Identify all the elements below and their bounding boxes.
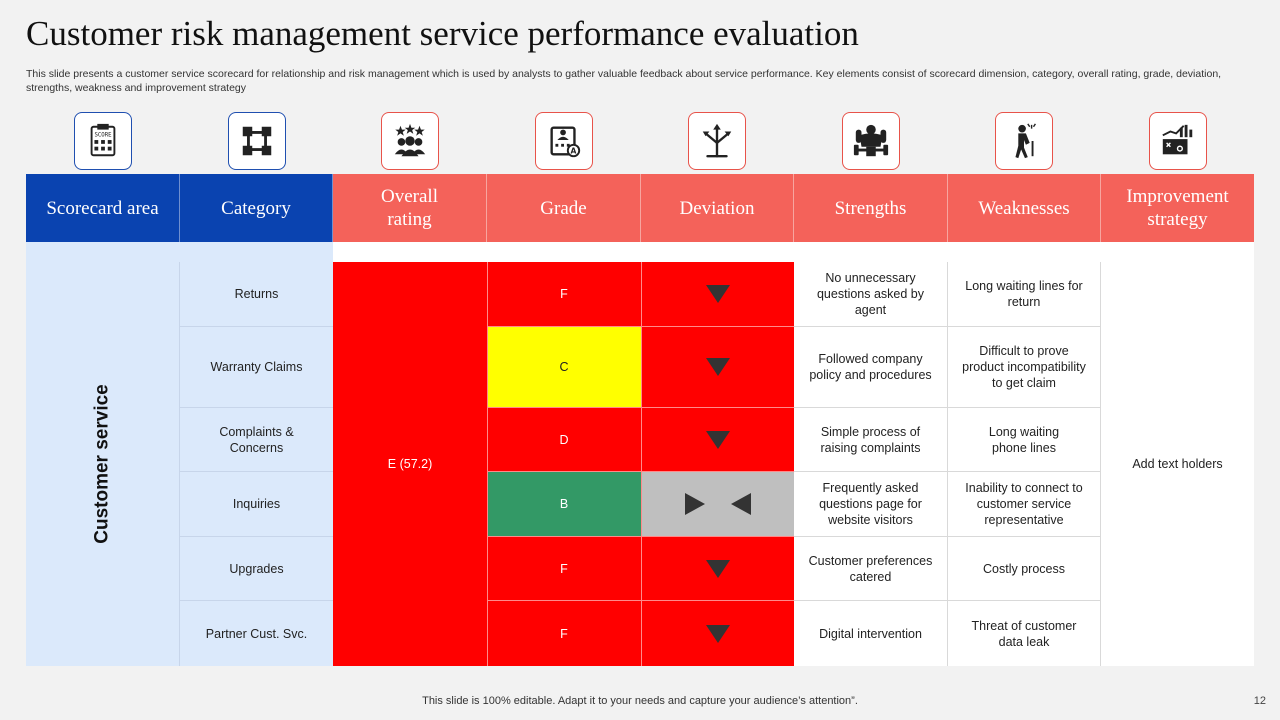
header-category: Category — [180, 174, 333, 242]
down-triangle-icon — [705, 624, 730, 643]
slide-subtitle: This slide presents a customer service s… — [26, 68, 1222, 94]
weakness-cell: Costly process — [948, 537, 1101, 601]
deviation-cell — [641, 601, 794, 666]
header-grade: Grade — [487, 174, 641, 242]
down-triangle-icon — [705, 559, 730, 578]
slide-title: Customer risk management service perform… — [26, 14, 859, 53]
weakness-cell: Long waiting phone lines — [948, 408, 1101, 472]
grade-badge-icon: A — [535, 112, 593, 170]
grade-cell: D — [487, 408, 641, 472]
scorecard-area-label: Customer service — [91, 384, 113, 544]
category-cell: Inquiries — [180, 472, 333, 537]
deviation-arrows-icon — [688, 112, 746, 170]
header-strengths: Strengths — [794, 174, 948, 242]
spacer-strip — [26, 242, 1254, 262]
spacer-strip-blue — [26, 242, 333, 262]
svg-text:A: A — [571, 146, 577, 155]
category-cell: Returns — [180, 262, 333, 327]
header-scorecard-area: Scorecard area — [26, 174, 180, 242]
deviation-cell — [641, 537, 794, 601]
grade-cell: C — [487, 327, 641, 408]
header-improvement-strategy: Improvement strategy — [1101, 174, 1254, 242]
grade-cell: F — [487, 537, 641, 601]
strength-cell: Simple process of raising complaints — [794, 408, 948, 472]
category-cell: Partner Cust. Svc. — [180, 601, 333, 666]
header-deviation: Deviation — [641, 174, 794, 242]
down-triangle-icon — [705, 430, 730, 449]
svg-text:SCORE: SCORE — [94, 132, 112, 138]
down-triangle-icon — [705, 358, 730, 376]
strength-cell: No unnecessary questions asked by agent — [794, 262, 948, 327]
deviation-cell — [641, 408, 794, 472]
weakness-icon — [995, 112, 1053, 170]
footer-note: This slide is 100% editable. Adapt it to… — [422, 695, 858, 707]
category-cell: Complaints & Concerns — [180, 408, 333, 472]
strength-cell: Digital intervention — [794, 601, 948, 666]
header-weaknesses: Weaknesses — [948, 174, 1101, 242]
strength-cell: Frequently asked questions page for webs… — [794, 472, 948, 537]
scorecard-icon: SCORE — [74, 112, 132, 170]
strength-cell: Customer preferences catered — [794, 537, 948, 601]
improvement-strategy-cell: Add text holders — [1101, 262, 1254, 666]
neutral-arrows-icon — [684, 493, 751, 515]
column-divider — [641, 262, 642, 666]
deviation-cell — [641, 327, 794, 408]
scorecard-table: Customer service E (57.2) Add text holde… — [26, 262, 1254, 666]
weakness-cell: Long waiting lines for return — [948, 262, 1101, 327]
category-nodes-icon — [228, 112, 286, 170]
weakness-cell: Difficult to prove product incompatibili… — [948, 327, 1101, 408]
deviation-cell — [641, 472, 794, 537]
rating-team-icon — [381, 112, 439, 170]
strength-icon — [842, 112, 900, 170]
grade-cell: F — [487, 262, 641, 327]
strategy-icon — [1149, 112, 1207, 170]
overall-rating-cell: E (57.2) — [333, 262, 487, 666]
grade-cell: F — [487, 601, 641, 666]
grade-cell: B — [487, 472, 641, 537]
header-overall-rating: Overall rating — [333, 174, 487, 242]
weakness-cell: Inability to connect to customer service… — [948, 472, 1101, 537]
strength-cell: Followed company policy and procedures — [794, 327, 948, 408]
category-cell: Warranty Claims — [180, 327, 333, 408]
page-number: 12 — [1253, 695, 1266, 707]
down-triangle-icon — [705, 285, 730, 303]
weakness-cell: Threat of customer data leak — [948, 601, 1101, 666]
column-divider — [487, 262, 488, 666]
category-cell: Upgrades — [180, 537, 333, 601]
scorecard-area-cell: Customer service — [26, 262, 180, 666]
deviation-cell — [641, 262, 794, 327]
